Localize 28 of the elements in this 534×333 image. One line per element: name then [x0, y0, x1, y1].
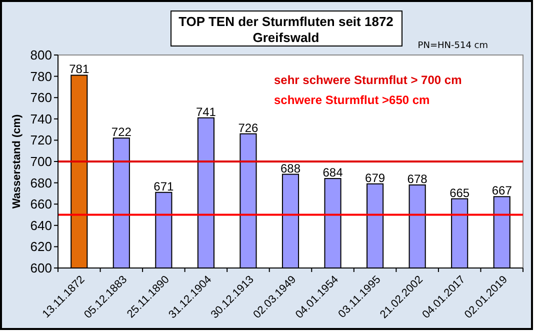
- data-label: 671: [154, 179, 174, 194]
- y-tick-label: 620: [30, 239, 52, 254]
- y-tick-label: 800: [30, 48, 52, 62]
- y-tick-label: 680: [30, 175, 52, 190]
- data-label: 678: [407, 172, 428, 186]
- y-tick-label: 700: [30, 154, 52, 169]
- chart-subtitle: Greifswald: [252, 30, 320, 45]
- y-tick-label: 640: [30, 218, 52, 233]
- y-tick-label: 780: [30, 68, 52, 84]
- y-tick-label: 660: [30, 196, 52, 212]
- y-tick-label: 600: [30, 260, 52, 276]
- data-label: 679: [365, 170, 386, 185]
- y-tick-label: 740: [30, 111, 52, 126]
- y-axis-title: Wasserstand (cm): [11, 114, 23, 209]
- data-label: 665: [450, 186, 470, 200]
- data-label: 684: [322, 166, 344, 180]
- data-label: 722: [111, 125, 132, 140]
- data-label: 741: [196, 104, 216, 119]
- data-label: 667: [492, 184, 512, 198]
- ref-line-label: sehr schwere Sturmflut > 700 cm: [274, 73, 462, 87]
- y-tick-label: 760: [30, 90, 52, 106]
- data-label: 726: [238, 120, 259, 135]
- data-label: 688: [280, 161, 301, 176]
- ref-line-label: schwere Sturmflut >650 cm: [274, 93, 430, 107]
- chart-title: TOP TEN der Sturmfluten seit 1872: [178, 14, 394, 29]
- data-label: 781: [69, 62, 90, 76]
- text: PN=HN-514 cm: [418, 41, 488, 51]
- y-tick-label: 720: [30, 132, 52, 148]
